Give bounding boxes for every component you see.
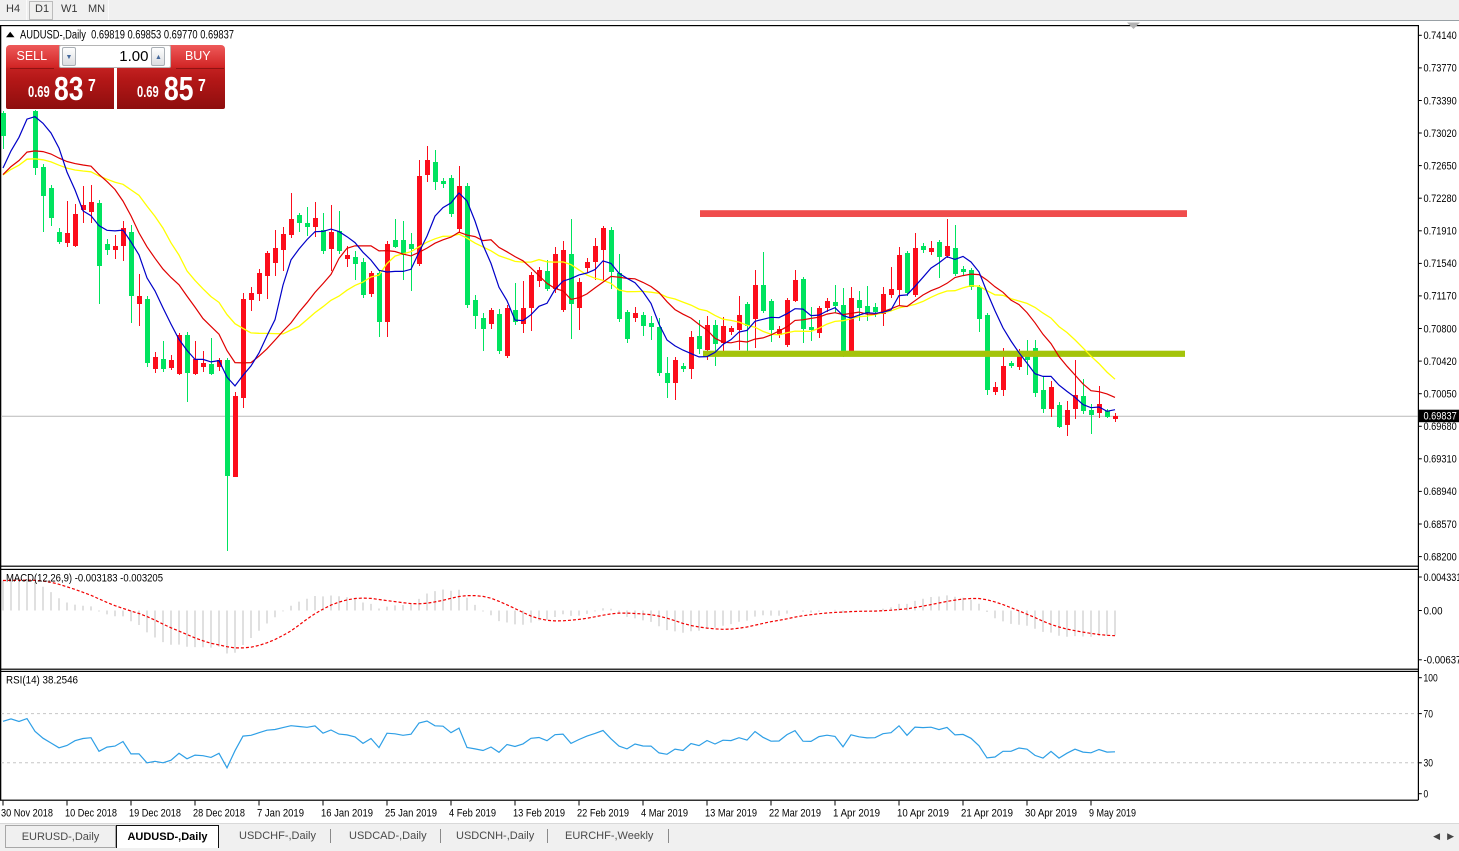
svg-text:0.72650: 0.72650 xyxy=(1424,160,1457,172)
svg-text:0.72280: 0.72280 xyxy=(1424,193,1457,205)
svg-text:0.73390: 0.73390 xyxy=(1424,95,1457,107)
svg-text:19 Dec 2018: 19 Dec 2018 xyxy=(129,808,181,820)
svg-text:1 Apr 2019: 1 Apr 2019 xyxy=(833,808,880,820)
svg-text:100: 100 xyxy=(1424,673,1438,685)
svg-text:4 Mar 2019: 4 Mar 2019 xyxy=(641,808,688,820)
svg-text:0.70420: 0.70420 xyxy=(1424,356,1457,368)
svg-text:0.004331: 0.004331 xyxy=(1424,572,1459,584)
svg-text:22 Mar 2019: 22 Mar 2019 xyxy=(769,808,821,820)
svg-text:10 Apr 2019: 10 Apr 2019 xyxy=(897,808,949,820)
svg-text:70: 70 xyxy=(1424,708,1434,720)
svg-text:0.70800: 0.70800 xyxy=(1424,323,1457,335)
svg-text:0.70050: 0.70050 xyxy=(1424,389,1457,401)
svg-text:0.69680: 0.69680 xyxy=(1424,421,1457,433)
svg-text:0.69310: 0.69310 xyxy=(1424,454,1457,466)
svg-text:9 May 2019: 9 May 2019 xyxy=(1089,808,1136,820)
svg-text:0.71170: 0.71170 xyxy=(1424,291,1457,303)
svg-text:0.69837: 0.69837 xyxy=(1424,411,1457,423)
svg-text:0: 0 xyxy=(1424,789,1429,801)
svg-text:25 Jan 2019: 25 Jan 2019 xyxy=(385,808,437,820)
svg-text:RSI(14) 38.2546: RSI(14) 38.2546 xyxy=(6,675,78,687)
svg-text:7 Jan 2019: 7 Jan 2019 xyxy=(257,808,304,820)
svg-text:MACD(12,26,9) -0.003183 -0.003: MACD(12,26,9) -0.003183 -0.003205 xyxy=(6,573,163,585)
svg-text:10 Dec 2018: 10 Dec 2018 xyxy=(65,808,117,820)
svg-text:4 Feb 2019: 4 Feb 2019 xyxy=(449,808,496,820)
svg-text:16 Jan 2019: 16 Jan 2019 xyxy=(321,808,373,820)
svg-text:0.68200: 0.68200 xyxy=(1424,551,1457,563)
svg-text:0.73020: 0.73020 xyxy=(1424,128,1457,140)
svg-text:0.71540: 0.71540 xyxy=(1424,258,1457,270)
svg-text:AUDUSD-,Daily 0.69819 0.69853: AUDUSD-,Daily 0.69819 0.69853 0.69770 0.… xyxy=(20,30,234,42)
svg-text:0.00: 0.00 xyxy=(1424,605,1443,617)
svg-text:-0.00637: -0.00637 xyxy=(1424,655,1459,667)
svg-text:22 Feb 2019: 22 Feb 2019 xyxy=(577,808,629,820)
svg-text:0.71910: 0.71910 xyxy=(1424,226,1457,238)
svg-text:21 Apr 2019: 21 Apr 2019 xyxy=(961,808,1013,820)
svg-text:0.68940: 0.68940 xyxy=(1424,486,1457,498)
svg-text:30 Apr 2019: 30 Apr 2019 xyxy=(1025,808,1077,820)
svg-text:30 Nov 2018: 30 Nov 2018 xyxy=(1,808,53,820)
svg-text:28 Dec 2018: 28 Dec 2018 xyxy=(193,808,245,820)
svg-text:30: 30 xyxy=(1424,758,1434,770)
svg-text:13 Feb 2019: 13 Feb 2019 xyxy=(513,808,565,820)
svg-text:0.68570: 0.68570 xyxy=(1424,519,1457,531)
svg-text:13 Mar 2019: 13 Mar 2019 xyxy=(705,808,757,820)
svg-text:0.74140: 0.74140 xyxy=(1424,30,1457,42)
svg-text:0.73770: 0.73770 xyxy=(1424,63,1457,75)
